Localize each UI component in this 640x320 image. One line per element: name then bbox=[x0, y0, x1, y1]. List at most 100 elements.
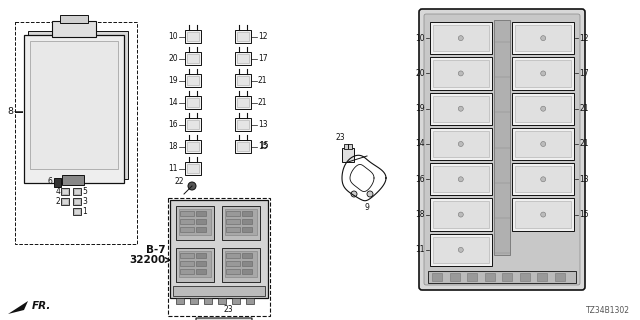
Bar bbox=[173, 286, 265, 296]
Bar bbox=[180, 253, 194, 258]
Text: 23: 23 bbox=[335, 133, 345, 142]
Bar bbox=[433, 201, 488, 228]
Text: 12: 12 bbox=[258, 32, 268, 41]
Bar bbox=[62, 175, 84, 185]
Bar bbox=[433, 25, 488, 51]
Bar bbox=[190, 298, 198, 304]
Bar bbox=[180, 227, 194, 232]
Bar bbox=[513, 198, 574, 231]
Text: 13: 13 bbox=[258, 120, 268, 129]
Bar bbox=[15, 22, 137, 244]
Bar bbox=[187, 76, 199, 85]
Bar bbox=[235, 74, 251, 87]
Circle shape bbox=[458, 141, 463, 147]
Bar bbox=[54, 178, 61, 187]
Bar bbox=[180, 219, 194, 224]
Bar bbox=[73, 198, 81, 205]
Bar bbox=[196, 219, 206, 224]
Bar bbox=[433, 96, 488, 122]
Bar bbox=[222, 206, 260, 240]
Bar bbox=[242, 269, 252, 274]
Bar bbox=[513, 92, 574, 125]
Bar bbox=[237, 142, 249, 151]
Bar bbox=[242, 253, 252, 258]
Bar bbox=[432, 273, 442, 281]
Bar bbox=[449, 273, 460, 281]
Bar bbox=[196, 211, 206, 216]
Bar bbox=[226, 269, 240, 274]
Bar bbox=[180, 269, 194, 274]
Text: —: — bbox=[13, 108, 23, 116]
Bar bbox=[24, 35, 124, 183]
Bar bbox=[235, 96, 251, 109]
Bar bbox=[185, 118, 201, 131]
Circle shape bbox=[188, 182, 196, 190]
Bar bbox=[237, 32, 249, 41]
Text: 9: 9 bbox=[365, 204, 369, 212]
Bar bbox=[196, 269, 206, 274]
Bar bbox=[242, 227, 252, 232]
Bar bbox=[185, 96, 201, 109]
Text: 11: 11 bbox=[168, 164, 178, 173]
Bar bbox=[430, 92, 492, 125]
Bar bbox=[430, 57, 492, 90]
Bar bbox=[185, 74, 201, 87]
Bar bbox=[218, 298, 226, 304]
Circle shape bbox=[541, 177, 546, 182]
Bar bbox=[235, 30, 251, 43]
Bar bbox=[179, 209, 211, 235]
Polygon shape bbox=[196, 318, 252, 320]
Bar bbox=[246, 298, 254, 304]
Bar bbox=[515, 96, 571, 122]
Bar bbox=[187, 164, 199, 173]
Text: 23: 23 bbox=[223, 306, 233, 315]
Bar bbox=[62, 189, 68, 194]
Text: B-7: B-7 bbox=[147, 245, 166, 255]
Bar bbox=[180, 211, 194, 216]
Polygon shape bbox=[8, 301, 28, 314]
Text: 14: 14 bbox=[168, 98, 178, 107]
Bar bbox=[513, 22, 574, 54]
Text: 10: 10 bbox=[168, 32, 178, 41]
Bar bbox=[226, 227, 240, 232]
Text: 14: 14 bbox=[415, 140, 425, 148]
Bar bbox=[196, 261, 206, 266]
Bar bbox=[493, 20, 511, 255]
Bar bbox=[235, 52, 251, 65]
Circle shape bbox=[541, 106, 546, 111]
Bar bbox=[185, 30, 201, 43]
Bar bbox=[515, 166, 571, 192]
Bar bbox=[179, 251, 211, 277]
Bar bbox=[28, 31, 128, 179]
Bar bbox=[433, 60, 488, 87]
Bar bbox=[484, 273, 495, 281]
Bar bbox=[537, 273, 547, 281]
Bar bbox=[237, 54, 249, 63]
Text: 19: 19 bbox=[415, 104, 425, 113]
Bar bbox=[187, 120, 199, 129]
Circle shape bbox=[458, 71, 463, 76]
Bar bbox=[502, 273, 512, 281]
Text: 2: 2 bbox=[55, 197, 60, 206]
Bar bbox=[430, 128, 492, 160]
Bar bbox=[196, 253, 206, 258]
Text: 6: 6 bbox=[47, 178, 52, 187]
Bar bbox=[180, 261, 194, 266]
Bar bbox=[237, 76, 249, 85]
Bar bbox=[344, 144, 352, 149]
Bar bbox=[232, 298, 240, 304]
Bar bbox=[433, 237, 488, 263]
Text: 15: 15 bbox=[259, 140, 269, 149]
Bar bbox=[554, 273, 564, 281]
Bar bbox=[515, 201, 571, 228]
Bar bbox=[185, 162, 201, 175]
Circle shape bbox=[458, 177, 463, 182]
Text: 11: 11 bbox=[415, 245, 425, 254]
Bar bbox=[430, 234, 492, 266]
Text: 17: 17 bbox=[258, 54, 268, 63]
Bar bbox=[74, 209, 80, 214]
Text: 21: 21 bbox=[579, 104, 589, 113]
Text: 3: 3 bbox=[82, 197, 87, 206]
Bar bbox=[226, 253, 240, 258]
Bar bbox=[74, 199, 80, 204]
